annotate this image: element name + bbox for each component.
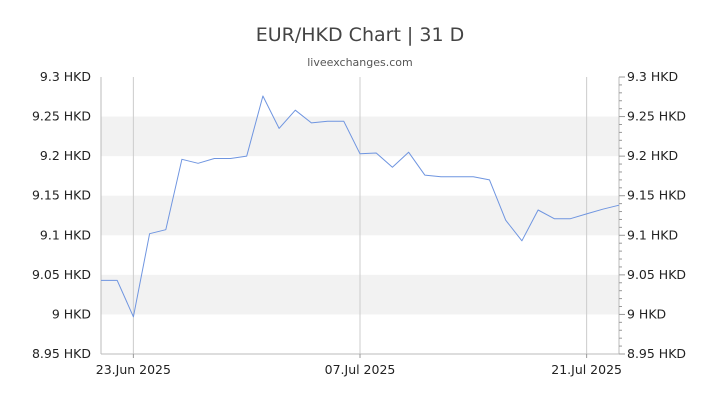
chart-source: liveexchanges.com xyxy=(307,56,413,69)
y-tick-label-left: 9.15 HKD xyxy=(32,188,91,203)
y-tick-label-right: 8.95 HKD xyxy=(627,346,686,361)
x-tick-label: 07.Jul 2025 xyxy=(325,362,396,377)
series-line xyxy=(101,95,620,318)
vertical-gridlines xyxy=(132,77,588,354)
y-tick-label-left: 9.05 HKD xyxy=(32,267,91,282)
chart-title: EUR/HKD Chart | 31 D xyxy=(255,24,465,46)
y-tick-label-left: 9.25 HKD xyxy=(32,109,91,124)
y-tick-label-right: 9.3 HKD xyxy=(627,69,678,84)
y-tick-label-left: 9.1 HKD xyxy=(40,227,91,242)
y-tick-label-left: 8.95 HKD xyxy=(32,346,91,361)
y-tick-label-right: 9.25 HKD xyxy=(627,109,686,124)
x-tick-label: 23.Jun 2025 xyxy=(96,362,171,377)
y-tick-label-right: 9 HKD xyxy=(627,306,666,321)
series-group xyxy=(101,95,620,318)
x-tick-label: 21.Jul 2025 xyxy=(551,362,622,377)
y-axis-left: 9.3 HKD 9.25 HKD 9.2 HKD 9.15 HKD 9.1 HKD 9.0… xyxy=(32,69,91,361)
y-tick-label-left: 9.2 HKD xyxy=(40,148,91,163)
y-tick-label-left: 9.3 HKD xyxy=(40,69,91,84)
y-axis-right: 9.3 HKD 9.25 HKD 9.2 HKD 9.15 HKD 9.1 HKD 9.0… xyxy=(627,69,686,361)
y-tick-label-left: 9 HKD xyxy=(52,306,91,321)
y-tick-label-right: 9.1 HKD xyxy=(627,227,678,242)
y-tick-label-right: 9.05 HKD xyxy=(627,267,686,282)
y-tick-label-right: 9.2 HKD xyxy=(627,148,678,163)
x-axis: 23.Jun 2025 07.Jul 2025 21.Jul 2025 xyxy=(96,354,622,377)
y-tick-label-right: 9.15 HKD xyxy=(627,188,686,203)
